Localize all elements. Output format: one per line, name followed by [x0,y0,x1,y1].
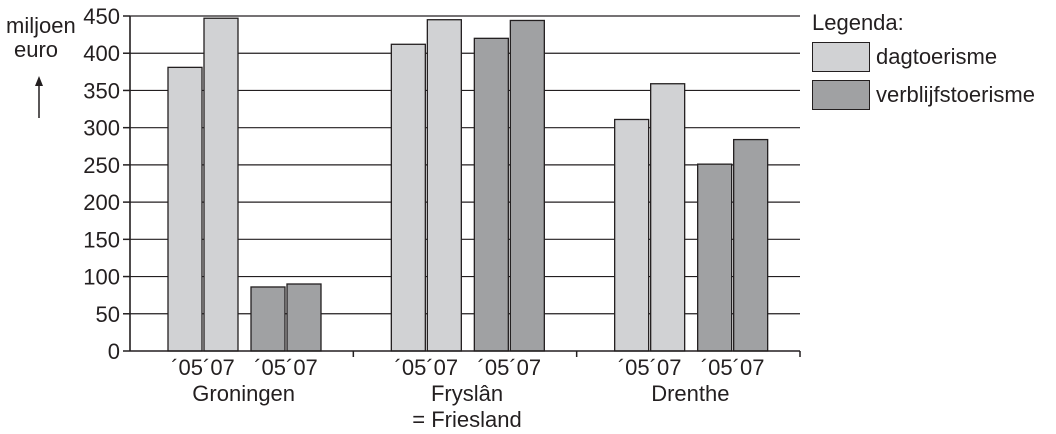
y-tick-label: 50 [96,302,120,327]
bar-verblijfstoerisme-fryslân-1 [509,19,545,352]
bar-verblijfstoerisme-fryslân-0 [473,37,509,352]
bar-verblijfstoerisme-drenthe-0 [697,163,733,352]
bar-dagtoerisme-fryslân-1 [426,19,462,352]
bar-dagtoerisme-fryslân-0 [390,43,426,352]
bar-dagtoerisme-drenthe-1 [650,83,686,352]
y-tick-label: 450 [83,4,120,29]
year-labels: ´05´07 [171,355,235,380]
legend-label-dagtoerisme: dagtoerisme [876,44,998,69]
axes [123,15,801,357]
y-axis-label-line1: miljoen [6,13,76,38]
legend-title: Legenda: [812,10,904,35]
y-tick-label: 100 [83,265,120,290]
category-label: Groningen [192,381,295,406]
y-tick-label: 400 [83,41,120,66]
legend-item-dagtoerisme: dagtoerisme [812,42,997,72]
bars [167,17,769,352]
category-sublabel: = Friesland [412,407,521,432]
bar-dagtoerisme-groningen-0 [167,66,203,352]
legend-swatch-dagtoerisme [812,42,870,72]
y-tick-label: 250 [83,153,120,178]
y-tick-label: 350 [83,78,120,103]
year-labels: ´05´07 [254,355,318,380]
year-labels: ´05´07 [618,355,682,380]
up-arrow-icon [35,76,43,118]
y-tick-label: 150 [83,227,120,252]
gridlines [130,15,800,315]
legend-label-verblijfstoerisme: verblijfstoerisme [876,82,1035,107]
category-label: Drenthe [651,381,729,406]
y-axis-label-line2: euro [13,37,59,62]
year-labels: ´05´07 [478,355,542,380]
bar-verblijfstoerisme-groningen-1 [286,283,322,352]
y-tick-label: 0 [108,339,120,364]
y-axis-label: miljoen euro [6,13,76,62]
category-label: Fryslân [431,381,503,406]
legend: Legenda: dagtoerisme verblijfstoerisme [812,10,1035,110]
y-tick-label: 200 [83,190,120,215]
bar-dagtoerisme-groningen-1 [203,17,239,352]
legend-swatch-verblijfstoerisme [812,80,870,110]
y-tick-label: 300 [83,116,120,141]
bar-verblijfstoerisme-groningen-0 [250,286,286,352]
legend-item-verblijfstoerisme: verblijfstoerisme [812,80,1035,110]
year-labels: ´05´07 [701,355,765,380]
year-labels: ´05´07 [395,355,459,380]
bar-dagtoerisme-drenthe-0 [614,118,650,352]
bar-verblijfstoerisme-drenthe-1 [733,138,769,352]
